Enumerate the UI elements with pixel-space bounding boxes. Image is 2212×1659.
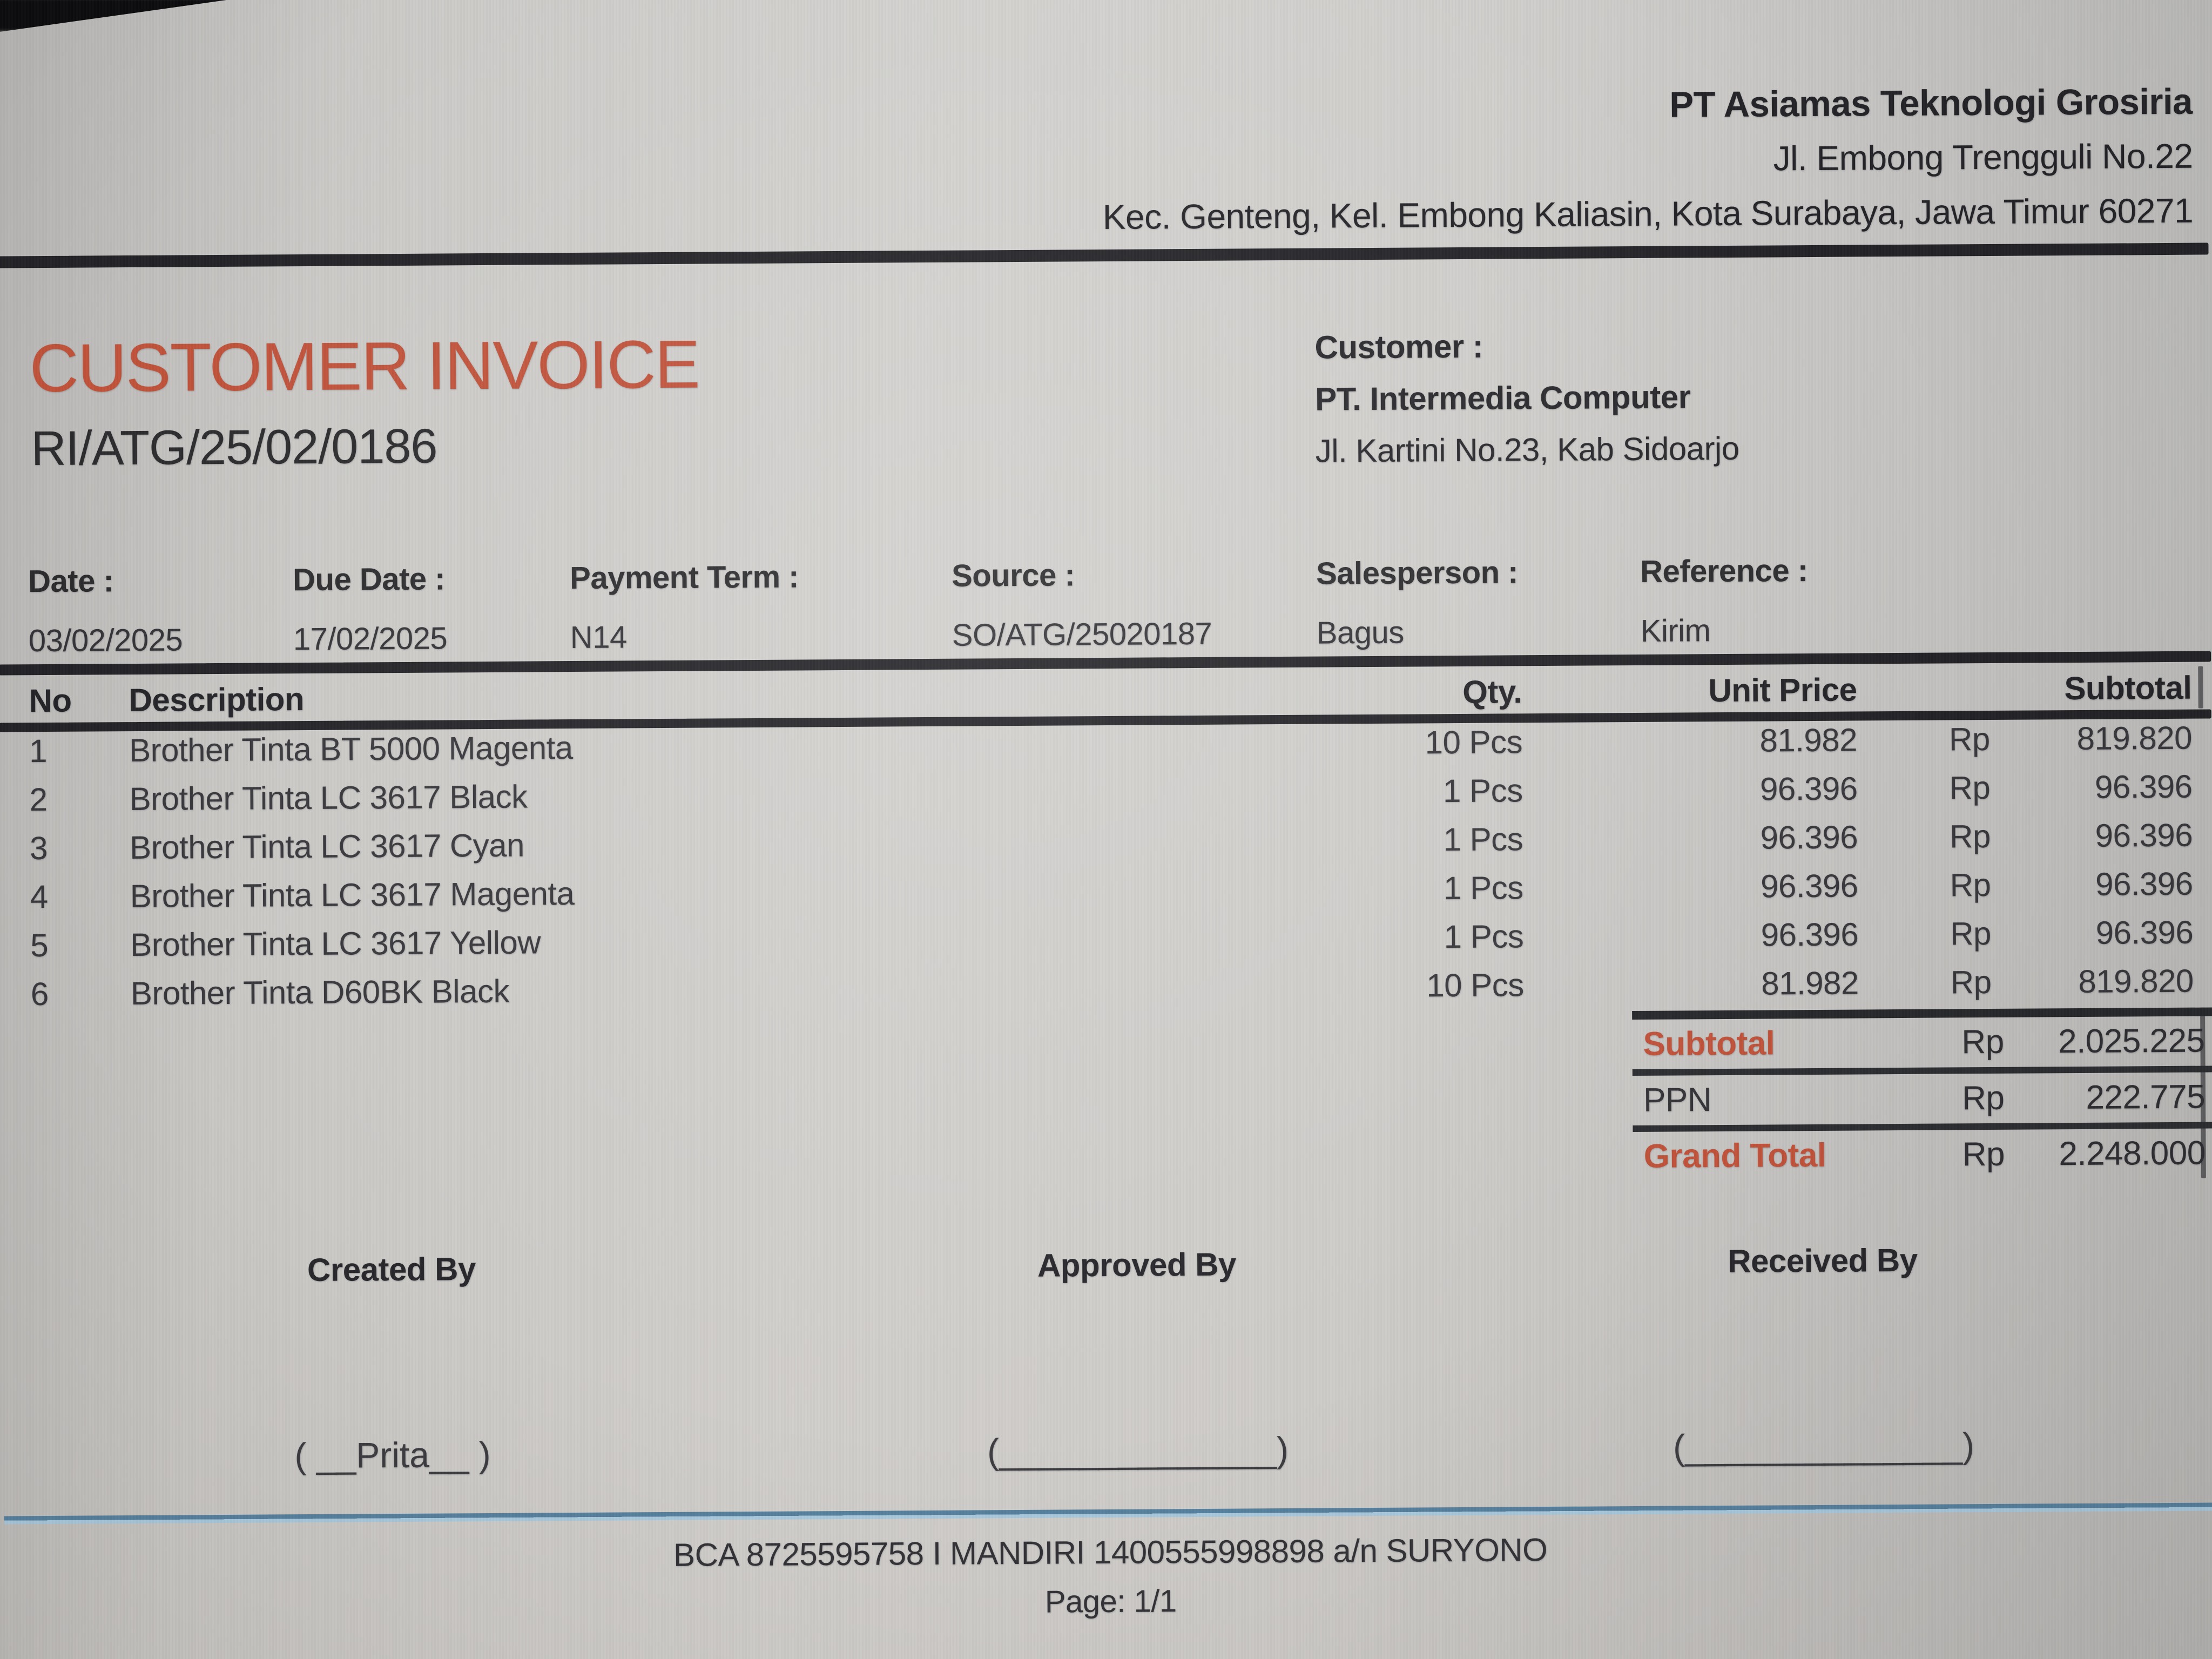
cell-description: Brother Tinta LC 3617 Black (129, 778, 528, 818)
cell-no: 4 (30, 878, 48, 915)
ppn-label: PPN (1643, 1081, 1712, 1119)
cell-description: Brother Tinta D60BK Black (130, 973, 510, 1012)
cell-subtotal: 819.820 (2076, 719, 2193, 757)
cell-no: 1 (29, 732, 48, 770)
bank-info: BCA 8725595758 I MANDIRI 1400555998898 a… (673, 1532, 1548, 1573)
meta-salesperson-value: Bagus (1316, 615, 1404, 651)
cell-currency: Rp (1950, 866, 1991, 903)
cell-qty: 1 Pcs (1443, 821, 1523, 858)
col-header-qty: Qty. (1462, 673, 1522, 710)
meta-date-value: 03/02/2025 (28, 622, 183, 659)
cell-no: 6 (30, 975, 49, 1013)
meta-source-label: Source : (951, 557, 1075, 594)
cell-description: Brother Tinta LC 3617 Magenta (130, 875, 575, 915)
company-address-line1: Jl. Embong Trengguli No.22 (1773, 136, 2193, 178)
approved-by-label: Approved By (1037, 1246, 1237, 1284)
cell-subtotal: 96.396 (2095, 914, 2194, 951)
received-by-signature-line: (______________) (1673, 1425, 1975, 1467)
footer-divider (4, 1502, 2212, 1525)
totals-table: Subtotal Rp 2.025.225 PPN Rp 222.775 Gra… (1632, 1007, 2212, 1182)
approved-by-signature-line: (______________) (987, 1429, 1289, 1472)
cell-description: Brother Tinta LC 3617 Cyan (129, 827, 525, 866)
cell-no: 5 (30, 927, 49, 964)
col-header-unit-price: Unit Price (1708, 671, 1857, 709)
ppn-amount: 222.775 (2086, 1078, 2206, 1116)
meta-salesperson: Salesperson : Bagus (1316, 554, 1519, 651)
customer-block: Customer : PT. Intermedia Computer Jl. K… (1314, 319, 1739, 477)
totals-subtotal-row: Subtotal Rp 2.025.225 (1632, 1016, 2212, 1069)
totals-grand-total-row: Grand Total Rp 2.248.000 (1633, 1122, 2212, 1182)
col-header-no: No (29, 682, 72, 719)
cell-subtotal: 96.396 (2094, 768, 2193, 805)
meta-reference-label: Reference : (1640, 553, 1808, 589)
meta-payment-term-value: N14 (570, 619, 627, 656)
cell-currency: Rp (1948, 720, 1990, 758)
col-header-subtotal: Subtotal (2064, 669, 2192, 706)
cell-description: Brother Tinta BT 5000 Magenta (129, 730, 573, 769)
customer-name: PT. Intermedia Computer (1314, 379, 1691, 417)
cell-description: Brother Tinta LC 3617 Yellow (130, 924, 541, 963)
meta-due-date-label: Due Date : (292, 561, 446, 598)
cell-subtotal: 96.396 (2095, 865, 2193, 902)
meta-salesperson-label: Salesperson : (1316, 555, 1519, 591)
meta-payment-term: Payment Term : N14 (570, 558, 799, 656)
meta-reference: Reference : Kirim (1640, 552, 1809, 649)
grand-total-amount: 2.248.000 (2059, 1134, 2206, 1173)
cell-qty: 1 Pcs (1444, 918, 1524, 955)
cell-subtotal: 96.396 (2095, 817, 2193, 854)
company-header: PT Asiamas Teknologi Grosiria Jl. Embong… (1102, 75, 2194, 245)
cell-unit-price: 81.982 (1759, 721, 1858, 759)
created-by-signature-line: ( __Prita__ ) (294, 1434, 491, 1476)
meta-source: Source : SO/ATG/25020187 (952, 556, 1212, 653)
customer-address: Jl. Kartini No.23, Kab Sidoarjo (1315, 430, 1739, 469)
grand-total-currency: Rp (1962, 1135, 2005, 1174)
page-indicator: Page: 1/1 (1044, 1583, 1177, 1620)
invoice-title: CUSTOMER INVOICE (29, 326, 699, 407)
cell-unit-price: 96.396 (1760, 819, 1858, 856)
totals-ppn-row: PPN Rp 222.775 (1632, 1065, 2212, 1126)
company-address-line2: Kec. Genteng, Kel. Embong Kaliasin, Kota… (1102, 191, 2194, 237)
cell-unit-price: 81.982 (1761, 965, 1859, 1002)
cell-unit-price: 96.396 (1759, 770, 1858, 807)
customer-label: Customer : (1314, 328, 1483, 366)
cell-subtotal: 819.820 (2078, 962, 2194, 1000)
company-name: PT Asiamas Teknologi Grosiria (1669, 81, 2193, 125)
cell-no: 2 (29, 781, 48, 818)
col-header-description: Description (129, 680, 305, 718)
subtotal-currency: Rp (1961, 1023, 2004, 1061)
invoice-number: RI/ATG/25/02/0186 (31, 419, 437, 476)
meta-source-value: SO/ATG/25020187 (952, 616, 1212, 653)
table-right-border (2198, 666, 2203, 709)
cell-qty: 10 Pcs (1426, 967, 1524, 1004)
meta-date: Date : 03/02/2025 (28, 562, 183, 659)
received-by-label: Received By (1728, 1242, 1918, 1279)
item-table: 1 Brother Tinta BT 5000 Magenta 10 Pcs 8… (29, 720, 2194, 1024)
subtotal-label: Subtotal (1643, 1024, 1775, 1063)
cell-currency: Rp (1949, 769, 1991, 806)
header-divider (0, 242, 2209, 268)
cell-qty: 10 Pcs (1425, 724, 1523, 761)
ppn-currency: Rp (1961, 1079, 2005, 1117)
meta-reference-value: Kirim (1640, 613, 1711, 649)
meta-due-date-value: 17/02/2025 (293, 621, 448, 657)
cell-currency: Rp (1950, 915, 1992, 952)
created-by-label: Created By (307, 1251, 476, 1289)
cell-unit-price: 96.396 (1761, 916, 1859, 953)
meta-payment-term-label: Payment Term : (569, 559, 799, 596)
cell-unit-price: 96.396 (1760, 867, 1858, 905)
col-header-spacer (1857, 689, 1992, 690)
subtotal-amount: 2.025.225 (2058, 1022, 2205, 1061)
cell-qty: 1 Pcs (1443, 869, 1523, 907)
meta-date-label: Date : (28, 563, 114, 599)
cell-qty: 1 Pcs (1442, 772, 1523, 810)
grand-total-label: Grand Total (1643, 1136, 1826, 1175)
cell-currency: Rp (1949, 818, 1991, 855)
cell-no: 3 (29, 830, 48, 867)
cell-currency: Rp (1950, 963, 1992, 1001)
meta-due-date: Due Date : 17/02/2025 (293, 560, 447, 657)
